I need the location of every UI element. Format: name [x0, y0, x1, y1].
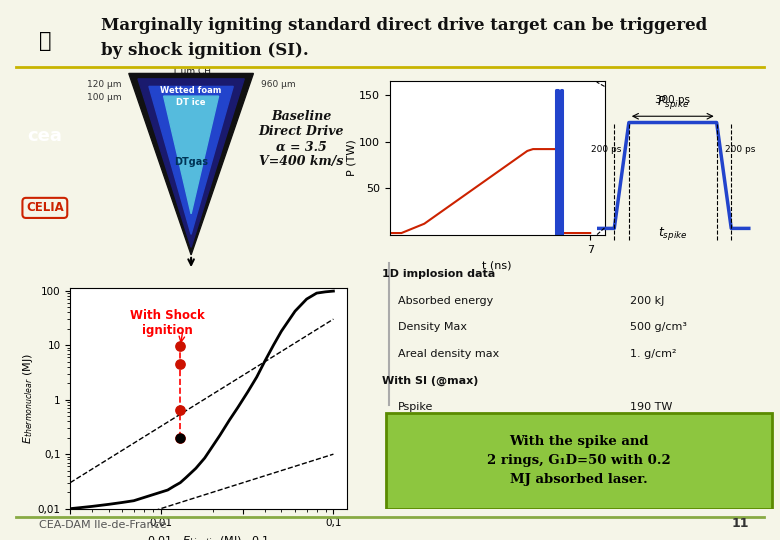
- Text: 200 ps: 200 ps: [725, 145, 755, 154]
- Text: 100 μm: 100 μm: [87, 93, 122, 102]
- Text: 200 ps: 200 ps: [591, 145, 622, 154]
- Text: With Shock
ignition: With Shock ignition: [130, 309, 205, 338]
- Text: Marginally igniting standard direct drive target can be triggered: Marginally igniting standard direct driv…: [101, 17, 707, 34]
- Point: [174, 434, 186, 442]
- Text: Baseline: Baseline: [271, 110, 332, 123]
- Text: 1. g/cm²: 1. g/cm²: [630, 349, 677, 359]
- Text: DT ice: DT ice: [176, 98, 206, 107]
- Text: 120 μm: 120 μm: [87, 80, 122, 89]
- Text: Wetted foam: Wetted foam: [161, 86, 222, 95]
- Text: Areal density max: Areal density max: [398, 455, 499, 465]
- Text: 200 kJ: 200 kJ: [630, 296, 665, 306]
- Text: Pspike: Pspike: [398, 402, 434, 412]
- Point: [174, 406, 186, 414]
- Point: [174, 434, 186, 442]
- Text: cea: cea: [27, 127, 62, 145]
- Text: by shock ignition (SI).: by shock ignition (SI).: [101, 42, 309, 59]
- Text: α = 3.5: α = 3.5: [275, 140, 327, 153]
- Text: With SI (@max): With SI (@max): [382, 375, 479, 386]
- Text: V=400 km/s: V=400 km/s: [259, 156, 343, 168]
- Text: 190 TW: 190 TW: [630, 402, 672, 412]
- Text: Eth: Eth: [398, 481, 417, 491]
- X-axis label: $0{,}01$   $\mathit{E}_{kinetic}$ (MJ)   $0{,}1$: $0{,}01$ $\mathit{E}_{kinetic}$ (MJ) $0{…: [147, 534, 270, 540]
- Text: 1 μm CH: 1 μm CH: [172, 67, 211, 76]
- Y-axis label: P (TW): P (TW): [346, 139, 356, 177]
- Point: [174, 360, 186, 368]
- Y-axis label: $\mathit{E}_{thermonuclear}$ (MJ): $\mathit{E}_{thermonuclear}$ (MJ): [21, 353, 34, 444]
- Polygon shape: [149, 86, 233, 234]
- Text: DTgas: DTgas: [174, 157, 208, 167]
- Text: 300 ps: 300 ps: [655, 95, 690, 105]
- Text: CEA-DAM Ile-de-France: CEA-DAM Ile-de-France: [39, 520, 167, 530]
- Text: Areal density max: Areal density max: [398, 349, 499, 359]
- Text: 1D implosion data: 1D implosion data: [382, 269, 495, 279]
- Text: Absorbed energy: Absorbed energy: [398, 296, 493, 306]
- X-axis label: t (ns): t (ns): [483, 260, 512, 270]
- Text: 500 g/cm³: 500 g/cm³: [630, 322, 687, 332]
- Polygon shape: [138, 79, 244, 247]
- Text: Density Max: Density Max: [398, 322, 467, 332]
- Text: Direct Drive: Direct Drive: [258, 125, 344, 138]
- Text: 11 MJ: 11 MJ: [630, 481, 661, 491]
- Text: 960 μm: 960 μm: [261, 80, 296, 89]
- Text: $P_{spike}$: $P_{spike}$: [657, 94, 689, 111]
- Polygon shape: [164, 96, 218, 214]
- Text: 1700 g/cm³: 1700 g/cm³: [630, 428, 694, 438]
- Text: Density Max: Density Max: [398, 428, 467, 438]
- Text: 🎯: 🎯: [38, 31, 51, 51]
- Text: 11: 11: [732, 517, 749, 530]
- FancyBboxPatch shape: [386, 413, 772, 509]
- Text: With the spike and
2 rings, G₁D=50 with 0.2
MJ absorbed laser.: With the spike and 2 rings, G₁D=50 with …: [488, 435, 671, 486]
- Text: CELIA: CELIA: [26, 201, 64, 214]
- Point: [174, 342, 186, 350]
- Polygon shape: [129, 73, 254, 255]
- Text: 1.27 g/cm²: 1.27 g/cm²: [630, 455, 691, 465]
- Text: $t_{spike}$: $t_{spike}$: [658, 225, 687, 242]
